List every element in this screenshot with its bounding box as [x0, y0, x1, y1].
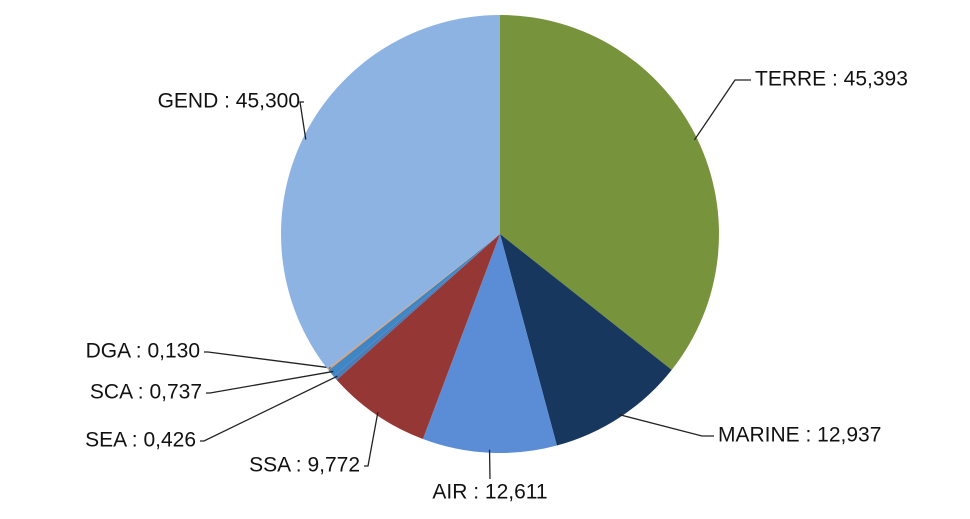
data-label: AIR : 12,611: [432, 481, 547, 504]
data-label: SCA : 0,737: [90, 381, 202, 404]
pie-slice: [422, 234, 557, 454]
pie-slice: [333, 234, 500, 380]
pie-slice: [328, 234, 500, 377]
leader-line: [204, 351, 331, 369]
leader-line: [618, 413, 714, 437]
pie-slice: [281, 15, 500, 370]
leader-line: [200, 375, 338, 442]
pie-slice: [500, 15, 719, 370]
leader-line: [299, 101, 307, 140]
data-label: GEND : 45,300: [158, 90, 300, 113]
pie-slice: [500, 234, 672, 446]
leader-line: [364, 412, 379, 467]
data-label: SSA : 9,772: [249, 454, 360, 477]
data-label: TERRE : 45,393: [755, 68, 908, 91]
data-label: SEA : 0,426: [85, 429, 196, 452]
leader-line: [693, 79, 751, 141]
pie-slice: [336, 234, 500, 439]
data-label: DGA : 0,130: [86, 340, 200, 363]
pie-slice: [327, 234, 500, 371]
leader-line: [206, 370, 334, 394]
data-label: MARINE : 12,937: [718, 424, 881, 447]
